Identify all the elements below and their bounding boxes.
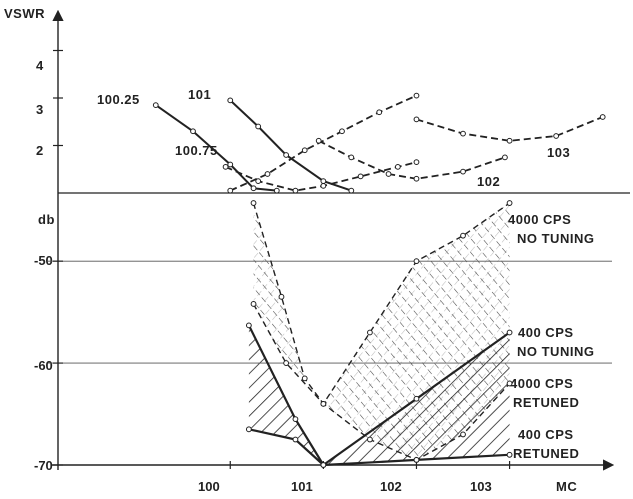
db-point-0-5	[413, 258, 420, 265]
vswr-tick-3: 3	[36, 102, 43, 117]
vswr-point-0-4	[273, 187, 280, 194]
hatch-400-cps-left	[248, 325, 324, 465]
vswr-label-103: 103	[547, 145, 570, 160]
vswr-point-5-3	[553, 133, 560, 139]
vswr-point-4-1	[348, 154, 355, 161]
vswr-point-4-5	[502, 154, 508, 161]
vswr-tick-4: 4	[36, 58, 44, 73]
vswr-point-3-4	[376, 109, 383, 116]
db-point-0-0	[250, 200, 257, 206]
db-tick-50: -50	[34, 253, 53, 268]
vswr-series-5	[416, 116, 604, 142]
vswr-series-3	[229, 94, 417, 192]
vswr-point-3-1	[264, 171, 271, 177]
db-tick-60: -60	[34, 358, 53, 373]
vswr-point-4-2	[385, 171, 392, 177]
label-400-retuned-1: 400 CPS	[518, 427, 574, 442]
db-point-0-1	[278, 293, 285, 300]
db-point-4-0	[245, 322, 252, 329]
label-4000-no-tuning-1: 4000 CPS	[508, 212, 571, 227]
vswr-point-3-3	[339, 128, 345, 135]
db-point-0-6	[460, 232, 466, 239]
vswr-point-4-4	[460, 168, 466, 175]
db-point-0-7	[506, 200, 513, 206]
db-point-0-4	[367, 329, 373, 336]
mc-axis-label: MC	[556, 479, 577, 494]
db-point-2-0	[250, 301, 257, 307]
vswr-point-2-3	[320, 182, 327, 189]
db-point-4-1	[292, 416, 299, 423]
vswr-point-0-2	[227, 161, 234, 168]
db-point-2-1	[283, 360, 290, 366]
vswr-point-0-3	[250, 185, 257, 192]
x-tick-103: 103	[470, 479, 492, 494]
label-400-retuned-2: RETUNED	[513, 446, 579, 461]
vswr-point-4-0	[315, 137, 322, 144]
db-point-3-1	[292, 436, 299, 443]
vswr-series-4	[318, 139, 506, 180]
db-point-2-3	[367, 436, 373, 443]
vswr-point-5-2	[506, 137, 513, 144]
vswr-point-3-5	[413, 92, 420, 99]
x-tick-101: 101	[291, 479, 313, 494]
label-4000-no-tuning-2: NO TUNING	[517, 231, 594, 246]
vswr-point-4-3	[413, 175, 420, 182]
db-point-0-2	[301, 375, 308, 382]
vswr-point-1-4	[348, 187, 355, 194]
db-point-2-5	[460, 431, 466, 438]
vswr-label-100-25: 100.25	[97, 92, 140, 107]
vswr-point-2-6	[413, 159, 420, 166]
label-400-no-tuning-2: NO TUNING	[517, 344, 594, 359]
vswr-label-101: 101	[188, 87, 211, 102]
label-4000-retuned-1: 4000 CPS	[510, 376, 573, 391]
db-point-3-0	[245, 426, 252, 433]
db-point-4-2	[320, 462, 327, 468]
db-point-2-2	[320, 400, 327, 407]
vswr-point-1-2	[283, 152, 290, 158]
vswr-point-5-1	[460, 130, 466, 137]
chart-marks	[48, 9, 630, 471]
vswr-point-1-3	[320, 178, 327, 185]
vswr-point-5-4	[599, 114, 606, 120]
vswr-point-1-0	[227, 97, 234, 104]
x-tick-100: 100	[198, 479, 220, 494]
label-4000-retuned-2: RETUNED	[513, 395, 579, 410]
vswr-point-1-1	[255, 123, 262, 130]
vswr-point-5-0	[413, 116, 420, 123]
vswr-tick-2: 2	[36, 143, 43, 158]
db-point-3-4	[506, 451, 513, 458]
vswr-point-2-0	[222, 163, 229, 170]
vswr-point-2-4	[357, 173, 364, 180]
vswr-point-2-2	[292, 187, 299, 194]
db-point-3-3	[413, 457, 420, 463]
vswr-point-0-1	[190, 128, 196, 135]
vswr-label-102: 102	[477, 174, 500, 189]
vswr-point-3-0	[227, 187, 234, 194]
db-axis-label: db	[38, 212, 55, 227]
db-tick-70: -70	[34, 458, 53, 473]
x-tick-102: 102	[380, 479, 402, 494]
db-series-0	[252, 202, 511, 406]
vswr-point-2-1	[255, 178, 262, 185]
vswr-point-2-5	[394, 163, 401, 170]
label-400-no-tuning-1: 400 CPS	[518, 325, 574, 340]
db-point-1-1	[413, 395, 420, 402]
vswr-axis-label: VSWR	[4, 6, 45, 21]
vswr-point-3-2	[301, 147, 308, 154]
vswr-label-100-75: 100.75	[175, 143, 218, 158]
db-point-2-6	[506, 380, 513, 387]
db-point-1-2	[506, 329, 513, 336]
vswr-point-0-0	[152, 102, 159, 109]
